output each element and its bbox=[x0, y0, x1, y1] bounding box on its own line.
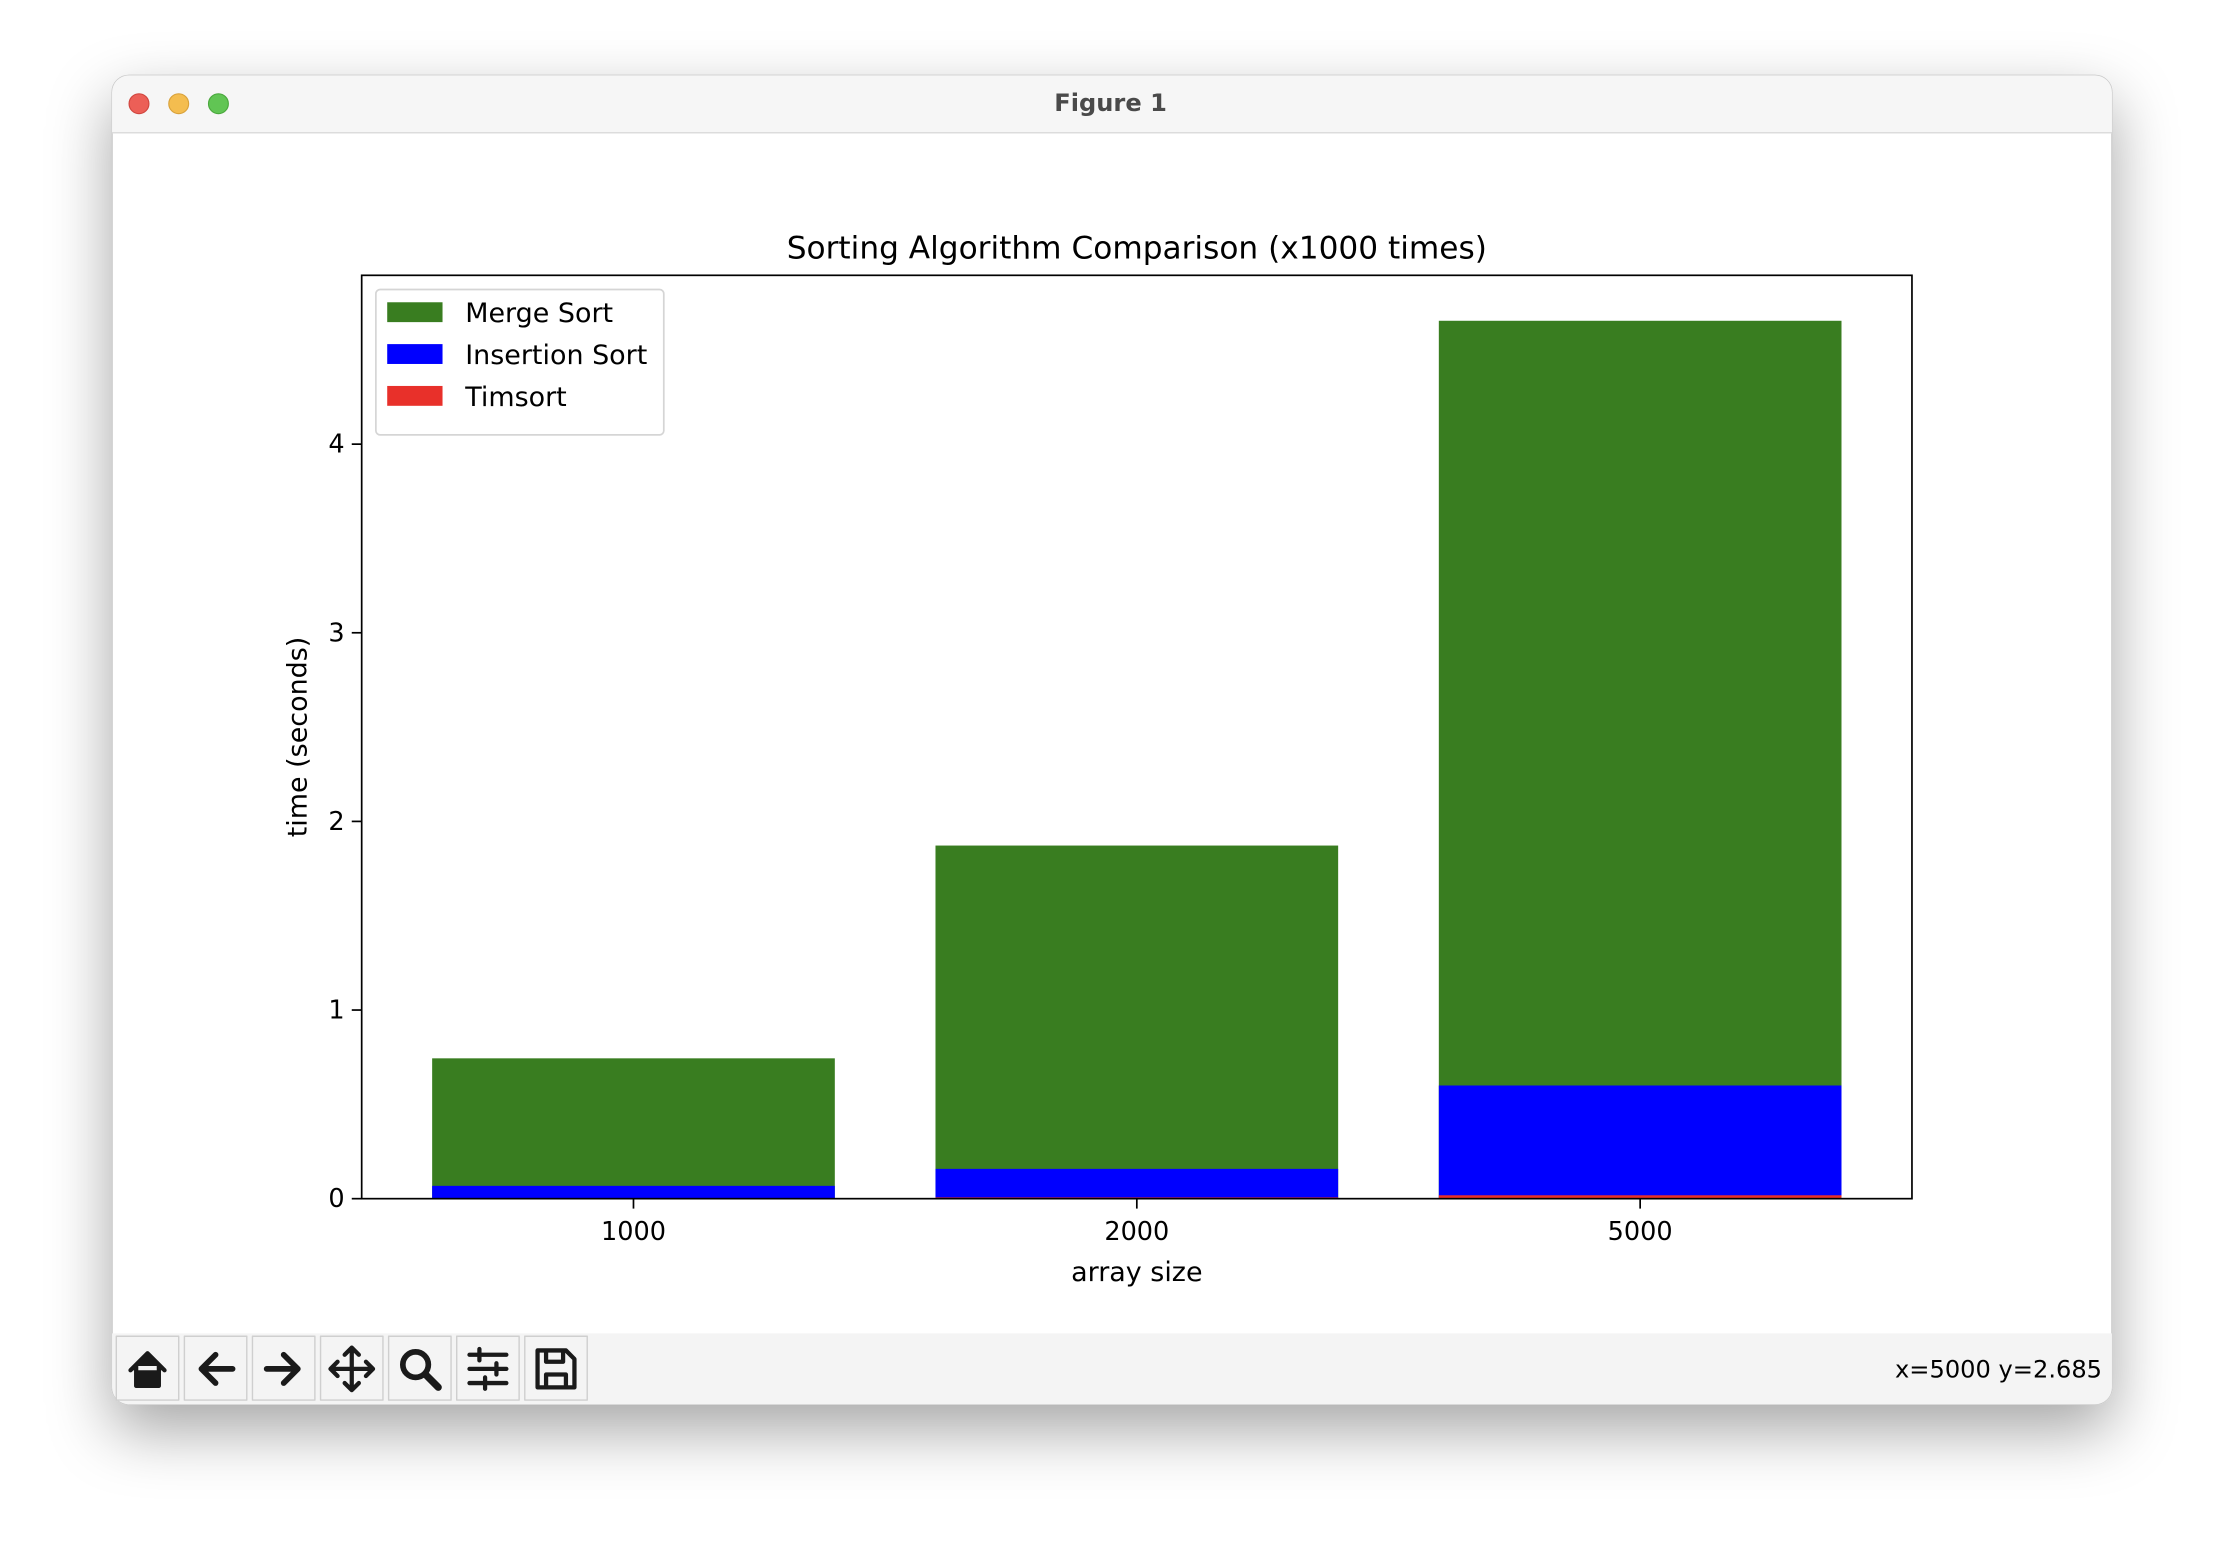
x-tick-label: 5000 bbox=[1608, 1217, 1673, 1247]
legend: Merge Sort Insertion Sort Timsort bbox=[375, 288, 665, 436]
y-tick-label: 1 bbox=[328, 996, 344, 1026]
save-button[interactable] bbox=[524, 1335, 588, 1401]
bar bbox=[935, 1168, 1339, 1199]
bar bbox=[432, 1185, 835, 1199]
home-button[interactable] bbox=[115, 1335, 180, 1401]
legend-swatch bbox=[387, 302, 443, 323]
toolbar-buttons bbox=[115, 1335, 588, 1401]
y-tick-label: 4 bbox=[328, 430, 344, 460]
close-button[interactable] bbox=[128, 93, 150, 115]
back-icon bbox=[198, 1351, 236, 1386]
legend-swatch bbox=[387, 344, 443, 364]
bar bbox=[1438, 1195, 1842, 1199]
x-axis-label: array size bbox=[1071, 1257, 1202, 1288]
bar bbox=[1438, 320, 1842, 1199]
forward-icon bbox=[263, 1351, 301, 1386]
x-tick-label: 1000 bbox=[601, 1217, 666, 1247]
zoom-icon bbox=[399, 1349, 432, 1381]
save-icon bbox=[535, 1348, 577, 1390]
zoom-icon-handle bbox=[421, 1371, 442, 1391]
legend-label: Insertion Sort bbox=[465, 340, 647, 371]
plot-frame bbox=[360, 274, 1913, 1200]
legend-box bbox=[375, 288, 665, 436]
minimize-button[interactable] bbox=[168, 93, 190, 115]
home-icon bbox=[128, 1351, 167, 1389]
bar bbox=[432, 1058, 835, 1199]
zoom-button[interactable] bbox=[207, 93, 229, 115]
y-tick-label: 0 bbox=[328, 1184, 344, 1214]
title-bar bbox=[112, 75, 2112, 133]
chart-title: Sorting Algorithm Comparison (x1000 time… bbox=[787, 230, 1487, 266]
zoom-rect-button[interactable] bbox=[387, 1335, 452, 1401]
window-title: Figure 1 bbox=[1054, 89, 1167, 117]
y-axis-label: time (seconds) bbox=[282, 637, 313, 838]
y-tick-label: 2 bbox=[328, 807, 344, 837]
legend-swatch bbox=[387, 385, 443, 406]
bar bbox=[935, 845, 1339, 1199]
x-tick-label: 2000 bbox=[1104, 1217, 1169, 1247]
chart: Sorting Algorithm Comparison (x1000 time… bbox=[282, 230, 1913, 1288]
toolbar bbox=[112, 1333, 2112, 1405]
legend-label: Timsort bbox=[464, 382, 567, 413]
legend-label: Merge Sort bbox=[465, 298, 613, 329]
y-tick-label: 3 bbox=[328, 618, 344, 648]
pan-icon bbox=[328, 1345, 376, 1393]
status-text: x=5000 y=2.685 bbox=[1895, 1355, 2102, 1383]
subplots-icon bbox=[467, 1346, 509, 1391]
bar bbox=[1438, 1085, 1842, 1199]
